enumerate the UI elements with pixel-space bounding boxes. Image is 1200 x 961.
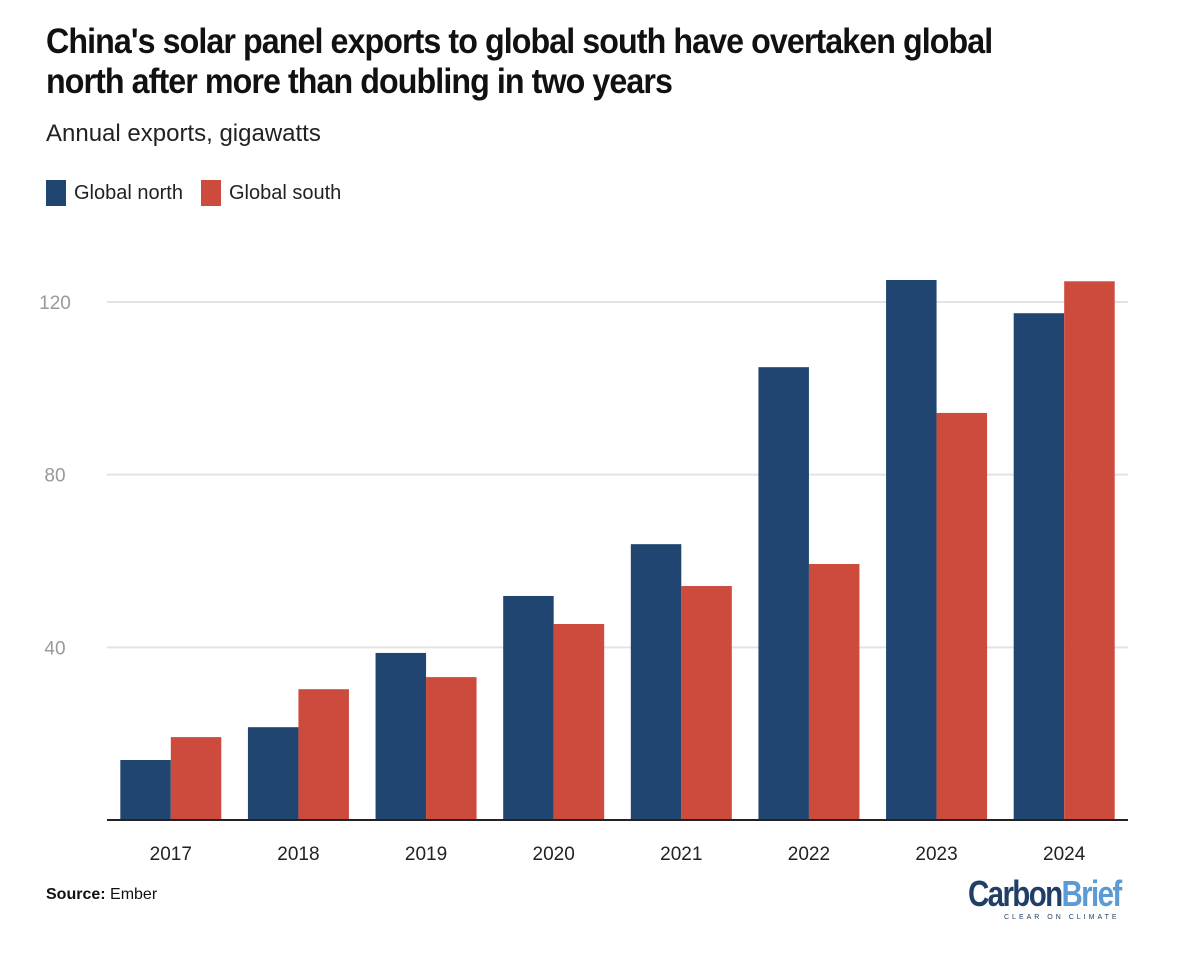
legend-item-north: Global north <box>46 180 183 206</box>
bar-north-2023 <box>886 279 937 820</box>
source-label: Source: <box>46 886 106 903</box>
y-tick-label: 120 <box>39 293 71 314</box>
x-tick-label: 2020 <box>533 844 575 865</box>
bar-south-2021 <box>681 586 732 820</box>
bar-south-2017 <box>170 737 222 820</box>
bar-north-2020 <box>503 595 554 820</box>
bar-south-2023 <box>936 412 988 820</box>
x-tick-label: 2022 <box>788 844 830 865</box>
bar-south-2024 <box>1064 281 1115 820</box>
bar-south-2019 <box>426 677 477 820</box>
chart-title: China's solar panel exports to global so… <box>46 22 993 101</box>
x-tick-label: 2023 <box>915 844 957 865</box>
bar-south-2022 <box>808 564 860 820</box>
x-tick-label: 2019 <box>405 844 447 865</box>
bar-north-2017 <box>120 759 171 820</box>
legend-label-south: Global south <box>228 181 342 204</box>
chart-subtitle: Annual exports, gigawatts <box>46 120 321 147</box>
legend-swatch-south <box>200 180 221 206</box>
logo-tagline: CLEAR ON CLIMATE <box>1004 914 1120 921</box>
bar-south-2018 <box>298 689 349 820</box>
legend: Global north Global south <box>46 180 341 206</box>
source-note: Source: Ember <box>46 886 157 904</box>
bar-north-2022 <box>758 367 809 820</box>
bar-north-2024 <box>1013 313 1065 820</box>
source-value: Ember <box>110 886 158 903</box>
logo-carbon: Carbon <box>968 873 1063 914</box>
legend-swatch-north <box>46 180 66 206</box>
y-tick-label: 40 <box>44 638 65 659</box>
bar-north-2018 <box>247 727 299 820</box>
x-tick-label: 2021 <box>660 844 702 865</box>
bar-south-2020 <box>553 624 605 820</box>
logo-brief: Brief <box>1061 873 1122 914</box>
carbonbrief-logo: CarbonBrief CLEAR ON CLIMATE <box>968 873 1154 922</box>
legend-label-north: Global north <box>74 181 183 204</box>
legend-item-south: Global south <box>200 180 342 206</box>
x-tick-label: 2017 <box>150 844 192 865</box>
x-tick-label: 2018 <box>277 844 319 865</box>
y-tick-label: 80 <box>44 466 65 487</box>
bar-north-2021 <box>630 544 682 820</box>
bar-north-2019 <box>375 652 427 820</box>
x-tick-label: 2024 <box>1043 844 1086 865</box>
